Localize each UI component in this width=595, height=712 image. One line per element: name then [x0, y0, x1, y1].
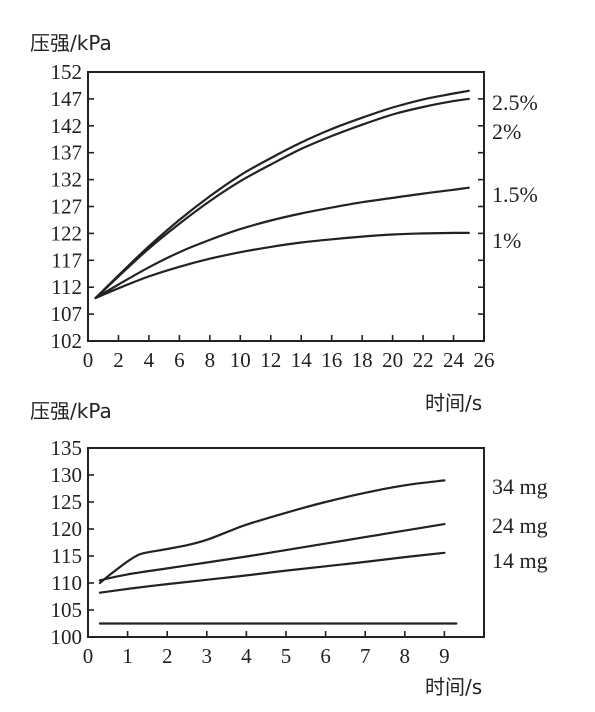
series-line-2 — [94, 97, 470, 300]
x-tick-label: 4 — [241, 644, 252, 668]
y-tick-label: 107 — [51, 302, 83, 326]
series-label: 2% — [492, 119, 521, 144]
series-label: 1.5% — [492, 182, 538, 207]
x-tick-label: 12 — [260, 348, 281, 372]
series-line-1-5 — [94, 186, 470, 300]
x-tick-label: 20 — [382, 348, 403, 372]
x-tick-label: 3 — [202, 644, 213, 668]
x-tick-label: 24 — [443, 348, 465, 372]
y-tick-label: 147 — [51, 87, 83, 111]
x-axis-label: 时间/s — [425, 391, 482, 415]
series-label: 1% — [492, 228, 521, 253]
x-tick-label: 1 — [122, 644, 133, 668]
x-tick-label: 5 — [281, 644, 292, 668]
x-tick-label: 2 — [162, 644, 173, 668]
series-label: 2.5% — [492, 90, 538, 115]
y-tick-label: 115 — [51, 544, 82, 568]
y-tick-label: 132 — [51, 168, 83, 192]
y-tick-label: 135 — [51, 436, 83, 460]
y-tick-label: 125 — [51, 490, 83, 514]
x-tick-label: 14 — [291, 348, 313, 372]
x-tick-label: 9 — [439, 644, 450, 668]
y-tick-label: 152 — [51, 60, 83, 84]
x-tick-label: 6 — [174, 348, 185, 372]
y-tick-label: 137 — [51, 141, 83, 165]
y-axis-label: 压强/kPa — [30, 31, 112, 55]
y-tick-label: 110 — [51, 571, 82, 595]
x-tick-label: 0 — [83, 348, 94, 372]
y-tick-label: 100 — [51, 625, 83, 649]
series-label: 14 mg — [492, 548, 548, 573]
y-tick-label: 120 — [51, 517, 83, 541]
x-tick-label: 7 — [360, 644, 371, 668]
x-tick-label: 18 — [352, 348, 373, 372]
y-tick-label: 102 — [51, 329, 83, 353]
x-tick-label: 8 — [205, 348, 216, 372]
x-tick-label: 10 — [230, 348, 251, 372]
x-axis-label: 时间/s — [425, 675, 482, 699]
series-line-24-mg — [98, 523, 446, 582]
y-axis-label: 压强/kPa — [30, 399, 112, 423]
y-tick-label: 117 — [51, 248, 82, 272]
x-tick-label: 16 — [321, 348, 342, 372]
x-tick-label: 6 — [320, 644, 331, 668]
y-tick-label: 112 — [51, 275, 82, 299]
plot-frame — [87, 447, 485, 638]
x-tick-label: 8 — [400, 644, 411, 668]
x-tick-label: 2 — [113, 348, 124, 372]
y-tick-label: 127 — [51, 195, 83, 219]
x-tick-label: 0 — [83, 644, 94, 668]
series-label: 24 mg — [492, 513, 548, 538]
series-line-1 — [94, 231, 470, 300]
series-label: 34 mg — [492, 474, 548, 499]
y-tick-label: 122 — [51, 221, 83, 245]
series-line-34-mg — [98, 479, 446, 585]
series-line-14-mg — [98, 551, 446, 594]
y-tick-label: 142 — [51, 114, 83, 138]
plot-frame — [87, 71, 485, 342]
x-tick-label: 26 — [474, 348, 495, 372]
y-tick-label: 130 — [51, 463, 83, 487]
x-tick-label: 22 — [413, 348, 434, 372]
y-tick-label: 105 — [51, 598, 83, 622]
x-tick-label: 4 — [144, 348, 155, 372]
series-line-2-5 — [94, 89, 470, 300]
